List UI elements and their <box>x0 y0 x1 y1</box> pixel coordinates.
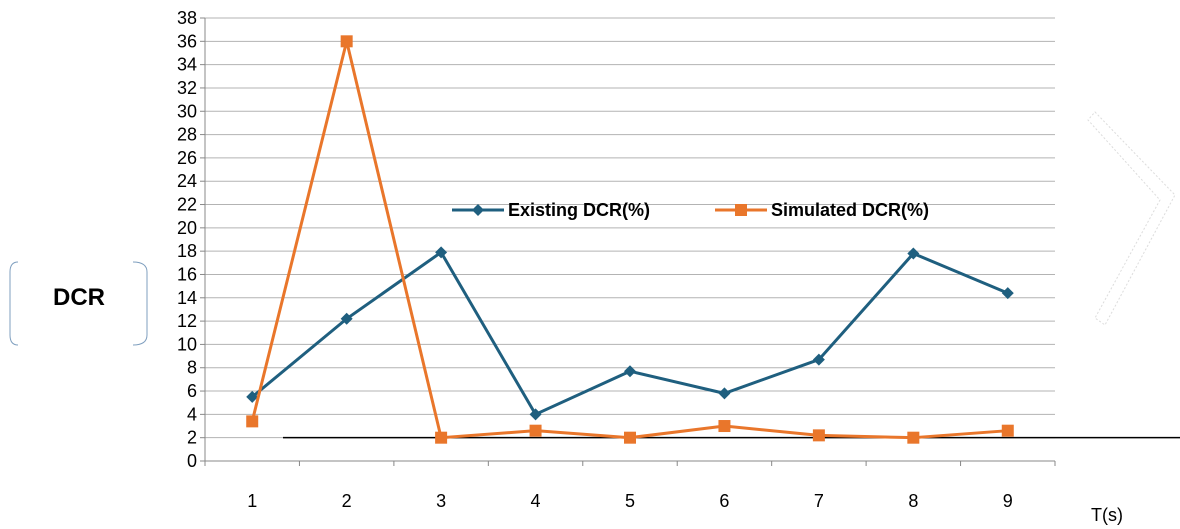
right-brace <box>132 261 148 346</box>
data-point-diamond <box>907 247 920 260</box>
y-tick-label: 14 <box>177 288 197 308</box>
y-tick-label: 6 <box>187 381 197 401</box>
data-point-square <box>529 424 542 437</box>
y-tick-label: 4 <box>187 404 197 424</box>
data-point-diamond <box>246 390 259 403</box>
x-tick-label: 9 <box>1003 491 1013 511</box>
x-tick-labels: 1 2 3 4 5 6 7 8 9 <box>247 491 1013 511</box>
x-axis-label: T(s) <box>1091 505 1123 525</box>
data-point-square <box>812 429 825 442</box>
y-tick-label: 16 <box>177 264 197 284</box>
data-point-diamond <box>435 246 448 259</box>
series-group <box>246 35 1014 444</box>
y-tick-label: 18 <box>177 241 197 261</box>
data-point-diamond <box>529 408 542 421</box>
y-tick-label: 30 <box>177 101 197 121</box>
y-tick-label: 24 <box>177 171 197 191</box>
x-tick-label: 7 <box>814 491 824 511</box>
data-point-diamond <box>718 387 731 400</box>
series-line-2 <box>250 40 1008 440</box>
data-point-square <box>624 431 636 444</box>
data-point-square <box>246 415 259 428</box>
y-tick-label: 10 <box>177 334 197 354</box>
y-tick-label: 36 <box>177 31 197 51</box>
series-line-1 <box>251 250 1009 417</box>
data-point-square <box>340 35 353 48</box>
legend: Existing DCR(%) Simulated DCR(%) <box>452 200 929 220</box>
legend-label: Simulated DCR(%) <box>771 200 929 220</box>
data-point-square <box>435 431 448 444</box>
x-tick-label: 3 <box>436 491 446 511</box>
y-tick-label: 2 <box>187 428 197 448</box>
legend-label: Existing DCR(%) <box>508 200 650 220</box>
x-tick-label: 5 <box>625 491 635 511</box>
legend-marker-square <box>735 204 747 216</box>
axes <box>200 17 1056 466</box>
y-tick-label: 22 <box>177 195 197 215</box>
y-tick-label: 28 <box>177 125 197 145</box>
y-axis-label-group: DCR <box>9 261 148 346</box>
data-point-square <box>718 420 731 433</box>
watermark-stripes <box>1087 111 1176 326</box>
y-tick-label: 20 <box>177 218 197 238</box>
y-tick-label: 38 <box>177 8 197 28</box>
y-axis-label: DCR <box>53 284 105 311</box>
data-point-square <box>907 431 920 444</box>
x-tick-label: 6 <box>719 491 729 511</box>
data-point-diamond <box>624 365 636 378</box>
data-point-diamond <box>1001 287 1014 300</box>
legend-marker-diamond <box>472 204 484 216</box>
x-tick-label: 8 <box>908 491 918 511</box>
left-brace <box>9 261 19 346</box>
y-tick-label: 12 <box>177 311 197 331</box>
data-point-square <box>1001 424 1014 437</box>
x-tick-label: 4 <box>531 491 541 511</box>
data-point-diamond <box>340 312 353 325</box>
x-tick-label: 1 <box>247 491 257 511</box>
y-tick-label: 32 <box>177 78 197 98</box>
y-tick-label: 26 <box>177 148 197 168</box>
y-tick-label: 0 <box>187 451 197 471</box>
x-tick-label: 2 <box>342 491 352 511</box>
y-tick-label: 34 <box>177 55 197 75</box>
y-tick-label: 8 <box>187 358 197 378</box>
data-point-diamond <box>812 353 825 366</box>
